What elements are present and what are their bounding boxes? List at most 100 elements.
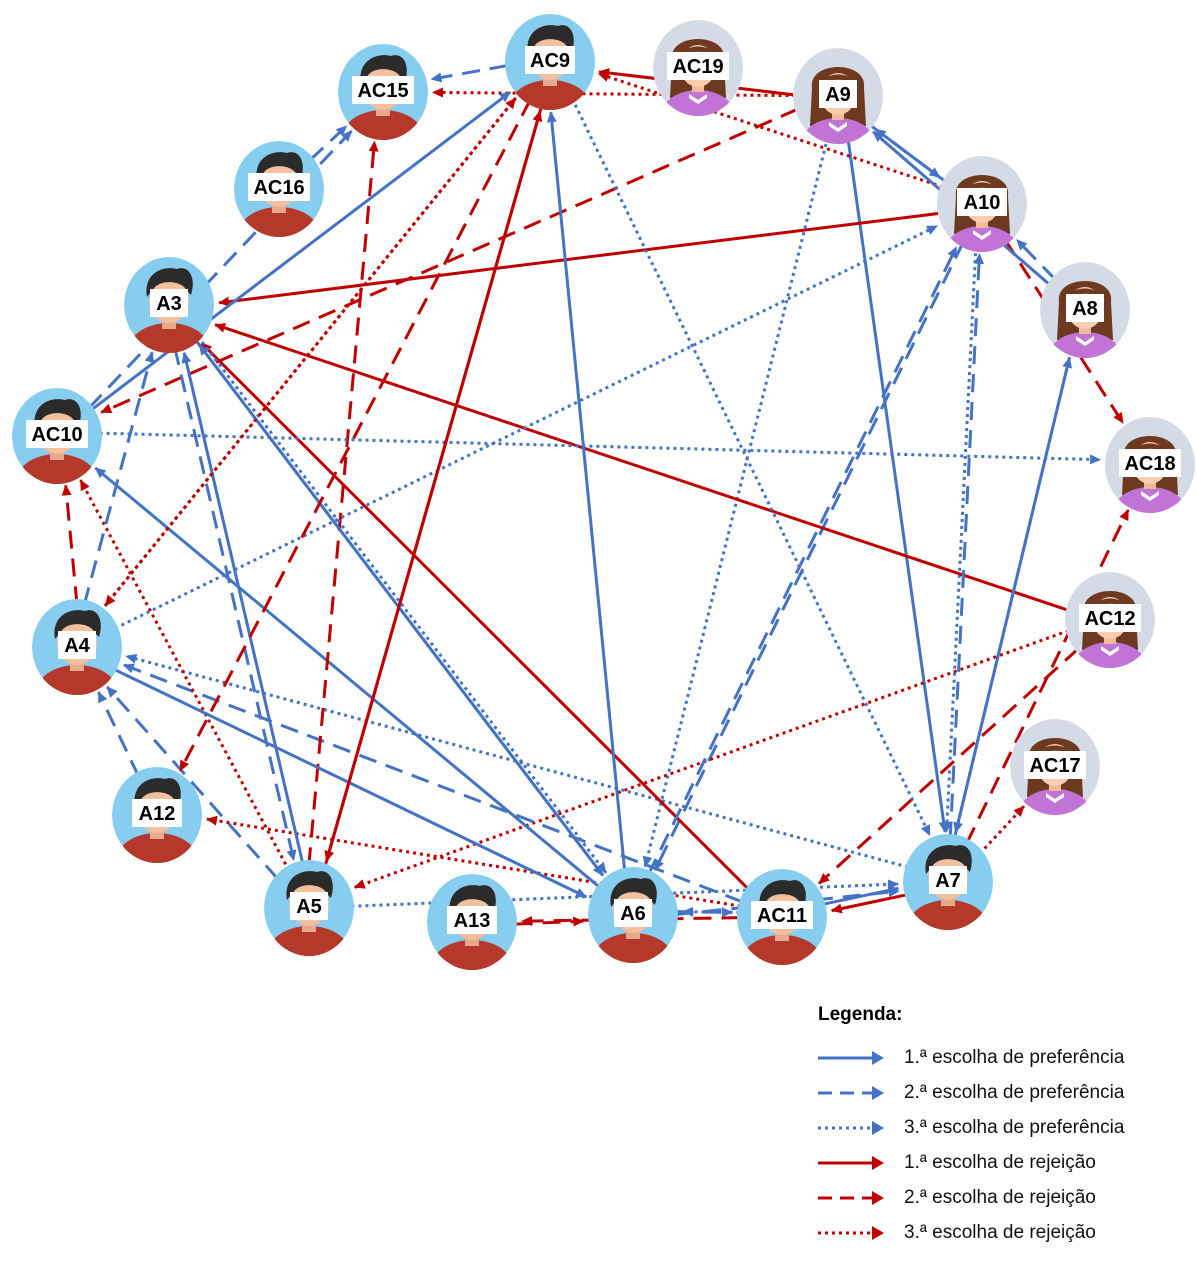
edge-a6-to-ac11 bbox=[675, 907, 734, 918]
legend-item: 1.ª escolha de preferência bbox=[818, 1045, 1188, 1073]
node-label: AC16 bbox=[253, 177, 304, 199]
node-ac12[interactable]: AC12 bbox=[1065, 572, 1155, 690]
edge-a13-to-a6 bbox=[514, 916, 585, 927]
node-ac15[interactable]: AC15 bbox=[338, 44, 428, 162]
edge-a6-to-ac9 bbox=[546, 111, 627, 874]
node-ac17[interactable]: AC17 bbox=[1010, 719, 1100, 837]
edge-ac10-to-ac9 bbox=[89, 91, 512, 412]
node-label: A13 bbox=[454, 910, 491, 932]
node-label: AC19 bbox=[672, 56, 723, 78]
edge-ac9-to-a4 bbox=[104, 91, 522, 607]
edge-ac10-to-ac18 bbox=[99, 431, 1102, 465]
edge-ac16-to-ac15 bbox=[309, 125, 348, 162]
edge-a7-to-a4 bbox=[125, 653, 909, 869]
node-ac11[interactable]: AC11 bbox=[737, 869, 827, 987]
edge-a5-to-a3 bbox=[181, 351, 305, 867]
node-label: A10 bbox=[964, 192, 1001, 214]
edge-a7-to-ac17 bbox=[978, 805, 1025, 855]
legend-item: 2.ª escolha de rejeição bbox=[818, 1185, 1188, 1213]
edge-a10-to-ac18 bbox=[1003, 238, 1125, 424]
legend-item: 1.ª escolha de rejeição bbox=[818, 1150, 1188, 1178]
node-a3[interactable]: A3 bbox=[124, 257, 214, 375]
legend-label: 1.ª escolha de preferência bbox=[904, 1047, 1125, 1068]
edge-a3-to-a6 bbox=[196, 335, 608, 874]
edge-a4-to-a10 bbox=[114, 224, 938, 630]
node-label: A3 bbox=[156, 293, 182, 315]
legend-item: 3.ª escolha de rejeição bbox=[818, 1220, 1188, 1248]
legend-label: 1.ª escolha de rejeição bbox=[904, 1152, 1096, 1173]
node-ac18[interactable]: AC18 bbox=[1105, 417, 1195, 535]
edge-ac9-to-ac15 bbox=[430, 64, 508, 83]
legend-item: 3.ª escolha de preferência bbox=[818, 1115, 1188, 1143]
node-a10[interactable]: A10 bbox=[937, 156, 1027, 274]
edge-ac11-to-a3 bbox=[200, 342, 751, 891]
node-a8[interactable]: A8 bbox=[1040, 262, 1130, 380]
legend-line-swatch bbox=[818, 1156, 884, 1170]
node-ac19[interactable]: AC19 bbox=[653, 20, 743, 138]
edge-a7-to-a10 bbox=[948, 252, 984, 840]
node-a5[interactable]: A5 bbox=[264, 860, 354, 978]
legend-line-swatch bbox=[818, 1051, 884, 1065]
edge-a9-to-ac10 bbox=[100, 107, 799, 414]
edge-ac12-to-ac11 bbox=[818, 647, 1080, 885]
edges-layer bbox=[61, 64, 1130, 927]
edge-a10-to-a9 bbox=[874, 127, 947, 183]
legend-item: 2.ª escolha de preferência bbox=[818, 1080, 1188, 1108]
legend-line-swatch bbox=[818, 1191, 884, 1205]
node-label: AC10 bbox=[31, 424, 82, 446]
legend-label: 3.ª escolha de rejeição bbox=[904, 1222, 1096, 1243]
legend-line-swatch bbox=[818, 1086, 884, 1100]
edge-a9-to-a7 bbox=[846, 137, 949, 833]
node-label: A5 bbox=[296, 896, 322, 918]
node-label: AC11 bbox=[757, 905, 807, 927]
edge-ac9-to-a7 bbox=[570, 97, 932, 837]
edge-a9-to-ac15 bbox=[431, 87, 796, 98]
edge-a7-to-a8 bbox=[952, 356, 1072, 841]
node-a12[interactable]: A12 bbox=[112, 767, 202, 885]
node-a7[interactable]: A7 bbox=[903, 834, 993, 952]
node-ac9[interactable]: AC9 bbox=[505, 14, 595, 132]
edge-ac12-to-a3 bbox=[214, 323, 1069, 612]
edge-ac9-to-a5 bbox=[324, 103, 544, 862]
legend-label: 2.ª escolha de preferência bbox=[904, 1082, 1125, 1103]
edge-a6-to-ac10 bbox=[94, 466, 602, 889]
node-label: A12 bbox=[139, 803, 176, 825]
node-label: AC18 bbox=[1124, 453, 1175, 475]
edge-a10-to-ac9 bbox=[597, 72, 944, 189]
node-ac10[interactable]: AC10 bbox=[12, 388, 102, 506]
legend-title: Legenda: bbox=[818, 1004, 903, 1025]
legend-line-swatch bbox=[818, 1226, 884, 1240]
legend-label: 2.ª escolha de rejeição bbox=[904, 1187, 1096, 1208]
edge-a3-to-a5 bbox=[173, 346, 297, 862]
node-label: AC12 bbox=[1084, 608, 1135, 630]
node-a6[interactable]: A6 bbox=[588, 867, 678, 985]
nodes-layer: AC9 AC19 A9 A10 A8 AC18 AC12 AC17 A7 AC11 A6 A13 A5 A… bbox=[12, 14, 1195, 992]
legend-label: 3.ª escolha de preferência bbox=[904, 1117, 1125, 1138]
edge-a10-to-a6 bbox=[653, 241, 965, 872]
edge-a12-to-a4 bbox=[97, 691, 141, 778]
node-ac16[interactable]: AC16 bbox=[234, 141, 324, 259]
edge-ac9-to-a12 bbox=[178, 98, 532, 772]
edge-a7-to-ac11 bbox=[830, 893, 908, 914]
edge-a7-to-ac18 bbox=[965, 509, 1130, 845]
edge-a4-to-ac10 bbox=[61, 484, 79, 605]
edge-a10-to-a3 bbox=[218, 211, 941, 307]
node-label: A7 bbox=[935, 870, 961, 892]
edge-a4-to-a3 bbox=[82, 351, 155, 606]
node-label: A4 bbox=[64, 635, 90, 657]
node-label: AC9 bbox=[530, 50, 570, 72]
node-label: A8 bbox=[1072, 298, 1098, 320]
node-label: A9 bbox=[825, 84, 851, 106]
edge-a5-to-a4 bbox=[106, 686, 279, 880]
edge-a6-to-a10 bbox=[646, 246, 958, 876]
node-label: AC15 bbox=[357, 80, 408, 102]
edge-a8-to-a10 bbox=[1015, 238, 1057, 281]
node-label: A6 bbox=[620, 903, 646, 925]
edge-ac11-to-a13 bbox=[520, 916, 740, 927]
legend-line-swatch bbox=[818, 1121, 884, 1135]
node-a9[interactable]: A9 bbox=[793, 48, 883, 166]
edge-ac12-to-a5 bbox=[353, 629, 1070, 889]
node-a13[interactable]: A13 bbox=[427, 874, 517, 992]
node-a4[interactable]: A4 bbox=[32, 599, 122, 717]
